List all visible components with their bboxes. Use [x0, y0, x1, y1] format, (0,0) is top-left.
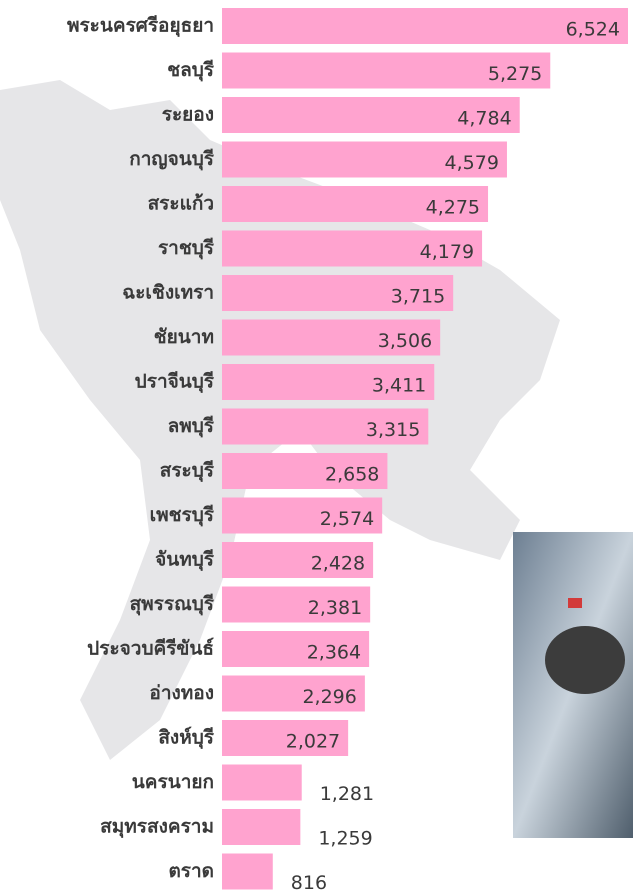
- bar: [222, 52, 551, 89]
- value-label: 4,579: [445, 152, 499, 174]
- value-label: 2,428: [311, 553, 365, 575]
- bar: [222, 408, 429, 445]
- bar: [222, 720, 349, 756]
- category-label: ชลบุรี: [167, 59, 215, 82]
- value-label: 3,715: [391, 286, 445, 308]
- value-label: 4,179: [420, 241, 474, 263]
- value-label: 5,275: [488, 63, 542, 85]
- value-label: 4,784: [457, 108, 511, 130]
- value-label: 816: [291, 872, 327, 894]
- bar: [222, 764, 302, 801]
- bar: [222, 319, 441, 356]
- bar: [222, 497, 383, 534]
- value-label: 1,281: [320, 783, 374, 805]
- value-label: 3,315: [366, 419, 420, 441]
- value-label: 2,658: [325, 464, 379, 486]
- category-label: สิงห์บุรี: [158, 727, 214, 750]
- category-label: ลพบุรี: [168, 415, 215, 438]
- category-label: ราชบุรี: [158, 237, 215, 260]
- category-label: สุพรรณบุรี: [130, 593, 215, 616]
- category-label: สมุทรสงคราม: [100, 816, 214, 839]
- value-label: 2,381: [308, 597, 362, 619]
- bar: [222, 364, 435, 400]
- value-label: 3,411: [372, 375, 426, 397]
- value-label: 1,259: [318, 828, 372, 850]
- value-label: 4,275: [426, 197, 480, 219]
- bar: [222, 453, 388, 489]
- category-label: ชัยนาท: [154, 326, 214, 348]
- value-label: 2,296: [302, 686, 356, 708]
- bar: [222, 809, 301, 845]
- bar: [222, 586, 371, 623]
- value-label: 2,027: [286, 731, 340, 753]
- value-label: 2,364: [307, 642, 361, 664]
- category-label: จันทบุรี: [155, 549, 215, 572]
- category-label: ฉะเชิงเทรา: [122, 282, 214, 304]
- bar: [222, 230, 483, 267]
- bar: [222, 8, 628, 44]
- bar: [222, 853, 273, 890]
- category-label: เพชรบุรี: [150, 504, 215, 527]
- category-label: อ่างทอง: [149, 682, 214, 704]
- category-label: กาญจนบุรี: [129, 148, 215, 171]
- bar: [222, 675, 365, 712]
- bar: [222, 97, 520, 133]
- category-label: พระนครศรีอยุธยา: [67, 15, 214, 38]
- bar: [222, 631, 370, 667]
- category-label: ตราด: [168, 860, 214, 882]
- value-label: 3,506: [378, 330, 432, 352]
- bar: [222, 275, 454, 311]
- bar: [222, 141, 507, 178]
- category-label: ระยอง: [162, 104, 214, 126]
- photo-detail: [568, 598, 582, 608]
- value-label: 2,574: [320, 508, 374, 530]
- category-label: สระแก้ว: [148, 193, 214, 215]
- category-label: นครนายก: [132, 771, 214, 793]
- value-label: 6,524: [566, 19, 620, 41]
- photo-glove: [545, 626, 625, 694]
- category-label: ปราจีนบุรี: [135, 371, 215, 394]
- category-label: ประจวบคีรีขันธ์: [87, 638, 214, 660]
- bar: [222, 186, 489, 222]
- bar: [222, 542, 374, 578]
- category-label: สระบุรี: [160, 460, 215, 483]
